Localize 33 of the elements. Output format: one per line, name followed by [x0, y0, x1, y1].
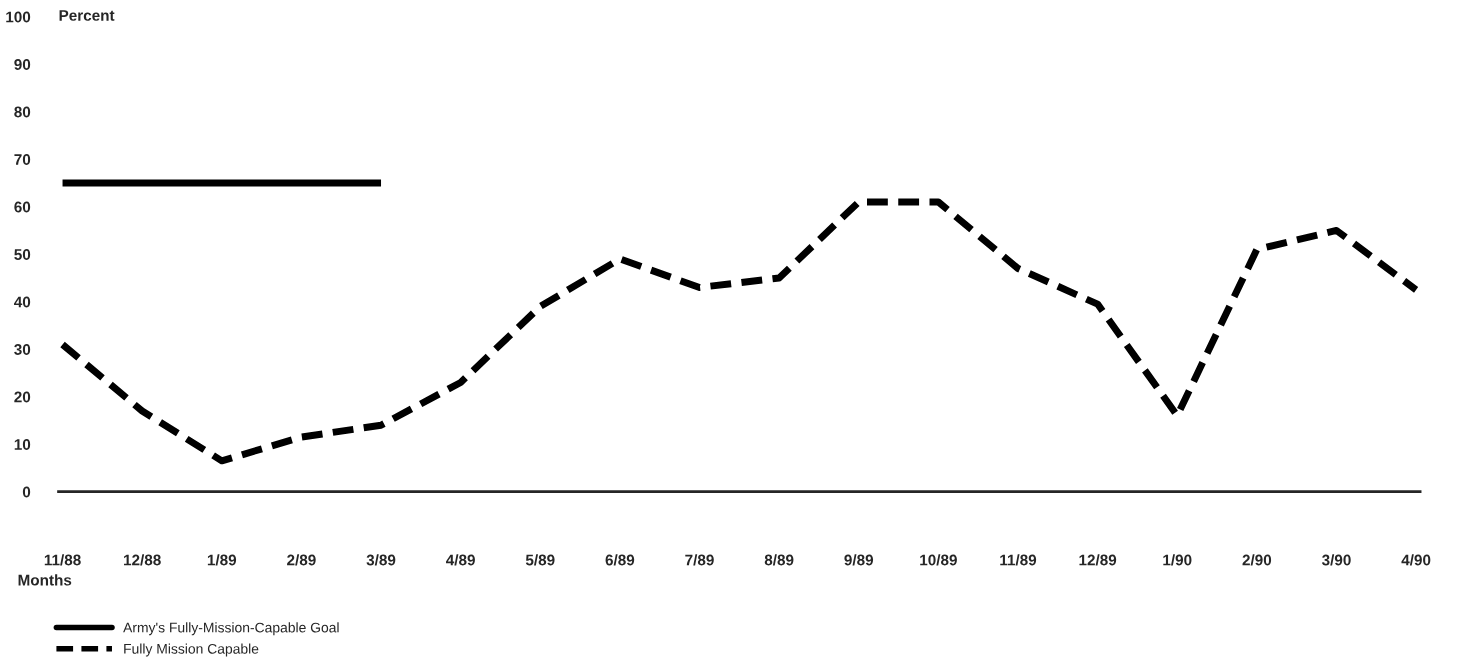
y-tick-label: 70 — [14, 154, 31, 165]
x-tick-label: 2/89 — [287, 554, 316, 566]
x-tick-label: 5/89 — [525, 554, 555, 566]
legend-label: Army's Fully-Mission-Capable Goal — [123, 622, 339, 636]
x-tick-label: 12/88 — [124, 554, 161, 566]
y-tick-label: 50 — [14, 249, 31, 260]
x-tick-label: 1/90 — [1163, 554, 1192, 566]
x-tick-label: 4/89 — [446, 554, 475, 566]
y-tick-label: 40 — [14, 296, 31, 308]
y-tick-label: 80 — [14, 106, 31, 118]
y-axis-title: Percent — [59, 10, 115, 21]
x-tick-label: 11/89 — [1000, 554, 1037, 566]
legend-label: Fully Mission Capable — [124, 643, 259, 657]
x-tick-label: 12/89 — [1079, 554, 1117, 566]
x-tick-label: 10/89 — [920, 554, 957, 566]
y-tick-label: 0 — [22, 486, 31, 498]
y-tick-label: 90 — [14, 59, 31, 70]
x-axis-title: Months — [18, 574, 72, 586]
x-tick-label: 7/89 — [685, 554, 714, 566]
y-tick-label: 60 — [14, 201, 31, 213]
x-tick-label: 9/89 — [844, 554, 874, 566]
x-tick-label: 6/89 — [605, 554, 635, 566]
y-tick-label: 10 — [14, 439, 31, 450]
x-tick-label: 2/90 — [1242, 554, 1272, 566]
x-tick-label: 1/89 — [207, 554, 237, 566]
x-tick-label: 4/90 — [1401, 554, 1431, 566]
x-tick-label: 11/88 — [44, 554, 81, 566]
x-tick-label: 8/89 — [764, 554, 794, 566]
y-tick-label: 20 — [14, 391, 31, 403]
y-tick-label: 100 — [6, 11, 31, 23]
x-tick-label: 3/90 — [1321, 554, 1351, 566]
y-tick-label: 30 — [14, 344, 31, 355]
x-tick-label: 3/89 — [366, 554, 396, 566]
